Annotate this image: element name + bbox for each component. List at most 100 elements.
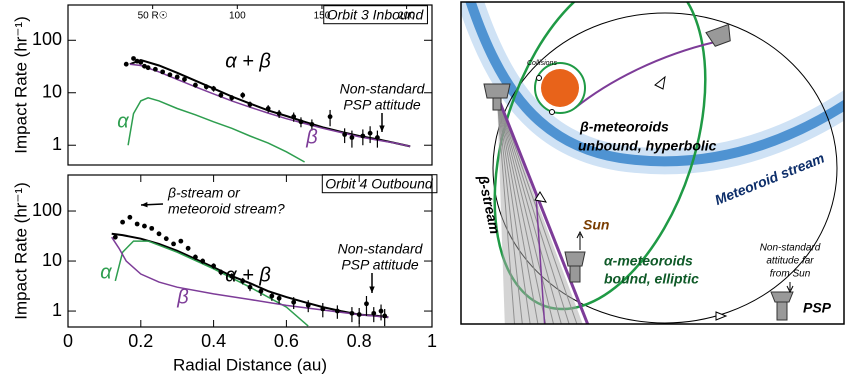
curve — [129, 63, 411, 148]
x2-tick-label: 100 — [229, 11, 246, 22]
diagram-label: bound, elliptic — [604, 271, 699, 287]
data-point — [142, 63, 147, 69]
diagram-label: attitude far — [766, 256, 814, 267]
diagram-label: Non-standard — [760, 243, 821, 254]
annotation: β — [176, 286, 188, 308]
data-point — [134, 58, 140, 64]
data-point — [291, 114, 297, 120]
x-tick-label: 0.8 — [347, 331, 372, 351]
curve — [111, 236, 389, 319]
data-point — [127, 214, 133, 220]
data-point — [375, 135, 380, 140]
y-tick-label: 10 — [42, 81, 62, 101]
data-point — [142, 223, 147, 229]
data-point — [371, 310, 377, 316]
data-point — [193, 254, 198, 260]
y-tick-label: 1 — [52, 134, 62, 154]
data-point — [327, 114, 333, 120]
data-point — [174, 74, 180, 80]
diagram: Collisions β-meteoroids unbound, hyperbo… — [460, 1, 845, 325]
data-point — [182, 76, 187, 82]
plot-frame — [67, 174, 433, 328]
spacecraft-icons — [483, 23, 794, 321]
x-tick-label: 1 — [427, 331, 437, 351]
annotation: meteoroid stream? — [168, 201, 285, 217]
diagram-label: β-stream — [475, 173, 503, 235]
diagram-label: β-meteoroids — [579, 119, 669, 135]
data-point — [298, 119, 304, 125]
annotation: Non-standard — [340, 81, 426, 97]
data-point — [258, 288, 264, 294]
x-tick-label: 0.6 — [274, 331, 299, 351]
y-tick-label: 10 — [42, 250, 62, 270]
data-point — [247, 284, 253, 290]
data-point — [193, 82, 198, 88]
data-point — [269, 293, 275, 299]
data-point — [247, 101, 253, 107]
arrow-head — [369, 286, 375, 293]
data-point — [112, 234, 118, 240]
data-point — [200, 258, 206, 264]
data-point — [163, 236, 169, 242]
data-point — [218, 92, 224, 98]
data-point — [229, 273, 235, 279]
x-tick-label: 0.2 — [128, 331, 153, 351]
data-point — [265, 106, 271, 111]
data-point — [240, 278, 246, 284]
data-point — [320, 306, 326, 312]
annotation-box — [321, 174, 438, 194]
y-tick-label: 1 — [52, 300, 62, 320]
data-point — [149, 225, 155, 231]
annotation: Orbit 3 Inbound — [327, 7, 425, 23]
collision-point — [536, 75, 542, 81]
x2-tick-label: 200 — [398, 11, 415, 22]
psp-orbit — [492, 12, 838, 324]
y-tick-label: 100 — [32, 200, 62, 220]
data-point — [131, 56, 136, 61]
diagram-label: unbound, hyperbolic — [578, 138, 717, 154]
diagram-label: Collisions — [527, 60, 557, 67]
data-point — [185, 245, 191, 251]
data-point — [167, 72, 173, 78]
data-point — [229, 95, 235, 101]
annotation: α — [100, 261, 112, 283]
data-point — [152, 66, 158, 72]
beta-hyperbola — [574, 41, 716, 109]
sun-arrow — [576, 230, 584, 250]
diagram-art — [461, 2, 844, 324]
data-point — [218, 269, 224, 275]
arrow-head — [379, 125, 385, 132]
annotation: α + β — [225, 264, 271, 286]
arrow-head — [141, 201, 148, 208]
collision-point — [549, 109, 555, 115]
diagram-label: Sun — [583, 217, 609, 233]
x2-tick-label: 50 R☉ — [138, 11, 168, 22]
data-point — [291, 299, 297, 305]
annotation: α + β — [225, 50, 271, 72]
annotation: PSP attitude — [341, 257, 419, 273]
x-tick-label: 0 — [63, 331, 73, 351]
data-point — [211, 263, 217, 269]
data-point — [276, 111, 282, 117]
data-point — [349, 310, 355, 316]
annotation-box — [323, 5, 428, 25]
psp-arrow — [786, 282, 794, 294]
annotation: Orbit 4 Outbound — [325, 176, 434, 192]
annotation: β-stream or — [167, 185, 241, 201]
data-point — [367, 130, 373, 136]
data-point — [276, 295, 282, 301]
data-point — [211, 86, 217, 91]
plot-frame — [67, 4, 433, 166]
annotation: α — [117, 110, 129, 132]
y-tick-label: 100 — [32, 29, 62, 49]
data-point — [360, 133, 366, 139]
data-point — [382, 313, 388, 319]
meteoroid-stream — [465, 2, 844, 167]
data-point — [120, 219, 125, 225]
diagram-label: PSP — [803, 300, 832, 316]
x2-tick-label: 150 — [314, 11, 331, 22]
diagram-label: from Sun — [770, 269, 811, 280]
orbit-arrows — [534, 75, 728, 321]
x-tick-label: 0.4 — [201, 331, 226, 351]
